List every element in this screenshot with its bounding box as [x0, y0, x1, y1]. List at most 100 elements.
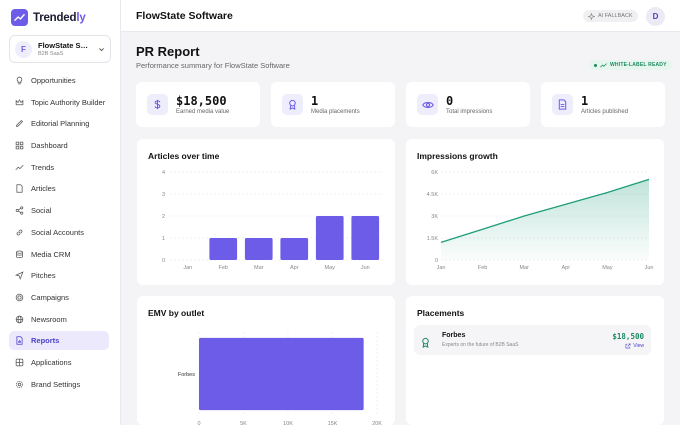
articles-bar-chart: 0 1 2 3 4 Jan Feb Mar Apr May Jun [162, 170, 383, 271]
sidebar-item-articles[interactable]: Articles [9, 179, 109, 198]
sidebar-item-topic-authority-builder[interactable]: Topic Authority Builder [9, 93, 109, 112]
placement-row[interactable]: Forbes Experts on the future of B2B SaaS… [414, 325, 651, 355]
crown-icon [15, 98, 24, 105]
trending-logo-icon [11, 9, 28, 26]
sidebar-nav: Opportunities Topic Authority Builder Edit… [9, 71, 109, 396]
articles-over-time-card: Articles over time 0 1 2 3 4 Jan Feb Mar Apr May J… [137, 139, 395, 285]
trending-icon [15, 164, 24, 170]
placement-outlet: Forbes [442, 332, 466, 339]
page-subtitle: Performance summary for FlowState Softwa… [136, 61, 290, 70]
brand-logo[interactable]: Trendedly [11, 9, 86, 26]
pen-icon [15, 120, 24, 128]
x-tick-label: 15K [328, 421, 338, 425]
sidebar-item-reports[interactable]: Reports [9, 331, 109, 351]
send-icon [15, 271, 24, 281]
sparkle-icon [588, 12, 595, 20]
eye-icon [417, 94, 438, 115]
x-tick-label: May [325, 265, 336, 271]
sidebar-item-social[interactable]: Social [9, 201, 109, 220]
award-icon [420, 335, 431, 353]
stat-value: 0 [446, 94, 454, 108]
org-switcher[interactable]: F FlowState Software B2B SaaS [9, 35, 111, 63]
gear-icon [15, 380, 24, 388]
sidebar-item-dashboard[interactable]: Dashboard [9, 136, 109, 155]
impressions-growth-card: Impressions growth 0 1.5K 3K 4.5K 6K Jan Feb Ma… [406, 139, 664, 285]
external-link-icon [625, 343, 631, 349]
x-tick-label: Jan [183, 265, 192, 271]
placements-title: Placements [417, 308, 465, 318]
globe-icon [15, 315, 24, 323]
placement-value: $18,500 [612, 332, 644, 341]
sidebar-item-campaigns[interactable]: Campaigns [9, 288, 109, 307]
white-label-badge: WHITE-LABEL READY [589, 60, 672, 70]
placements-card: Placements Forbes Experts on the future … [406, 296, 664, 425]
bar [280, 238, 309, 260]
y-tick-label: 0 [435, 258, 438, 264]
bar [244, 238, 273, 260]
sidebar-item-label: Social Accounts [31, 227, 84, 237]
x-tick-label: Feb [219, 265, 228, 271]
sidebar-item-label: Newsroom [31, 314, 67, 324]
target-icon [15, 293, 24, 302]
bar [209, 238, 238, 260]
stat-label: Earned media value [176, 109, 230, 115]
placement-description: Experts on the future of B2B SaaS [442, 342, 519, 348]
y-tick-label: 3K [431, 214, 438, 220]
emv-horizontal-bar-chart: 0 5K 10K 15K 20K Forbes [178, 332, 382, 425]
x-tick-label: Jun [361, 265, 370, 271]
award-icon [282, 94, 303, 115]
x-tick-label: 10K [283, 421, 293, 425]
bar [199, 337, 364, 411]
x-tick-label: Apr [562, 265, 571, 271]
sidebar-item-applications[interactable]: Applications [9, 353, 109, 372]
sidebar-item-label: Trends [31, 162, 55, 172]
chart-title: EMV by outlet [148, 308, 205, 318]
stat-value: $18,500 [176, 94, 227, 108]
user-avatar[interactable]: D [646, 7, 665, 26]
series-line [440, 178, 650, 244]
y-tick-label: 4 [162, 170, 165, 176]
database-icon [16, 250, 23, 258]
sidebar-item-label: Applications [31, 357, 72, 367]
x-tick-label: 5K [240, 421, 247, 425]
x-tick-label: Jan [437, 265, 446, 271]
x-tick-label: May [602, 265, 613, 271]
sidebar-item-newsroom[interactable]: Newsroom [9, 310, 109, 329]
y-tick-label: Forbes [178, 372, 195, 378]
y-tick-label: 1.5K [427, 236, 439, 242]
sidebar-item-label: Editorial Planning [31, 119, 90, 129]
area-fill [441, 179, 649, 260]
sidebar: Trendedly F FlowState Software B2B SaaS … [0, 0, 121, 425]
sidebar-item-opportunities[interactable]: Opportunities [9, 71, 109, 90]
y-tick-label: 6K [431, 170, 438, 176]
sidebar-item-brand-settings[interactable]: Brand Settings [9, 375, 109, 394]
x-tick-label: Apr [290, 265, 299, 271]
x-tick-label: 20K [372, 421, 382, 425]
sidebar-item-label: Dashboard [31, 141, 68, 151]
chart-title: Articles over time [148, 151, 220, 161]
stat-label: Total impressions [446, 109, 493, 115]
sidebar-item-media-crm[interactable]: Media CRM [9, 245, 109, 264]
sidebar-item-editorial-planning[interactable]: Editorial Planning [9, 114, 109, 133]
stat-value: 1 [581, 94, 589, 108]
stat-value: 1 [311, 94, 319, 108]
org-subtitle: B2B SaaS [38, 51, 64, 57]
sidebar-item-label: Campaigns [31, 292, 69, 302]
sidebar-item-trends[interactable]: Trends [9, 158, 109, 177]
share-icon [15, 206, 24, 215]
stat-card-media-placements: 1 Media placements [271, 82, 395, 127]
stat-card-earned-media-value: $18,500 Earned media value [136, 82, 260, 127]
topbar: FlowState Software AI FALLBACK D [121, 0, 680, 32]
y-tick-label: 3 [162, 192, 165, 198]
sidebar-item-label: Pitches [31, 271, 56, 281]
topbar-title: FlowState Software [136, 10, 233, 22]
page-title: PR Report [136, 44, 200, 59]
x-tick-label: Mar [519, 265, 529, 271]
sidebar-item-pitches[interactable]: Pitches [9, 266, 109, 285]
sidebar-item-social-accounts[interactable]: Social Accounts [9, 223, 109, 242]
sidebar-item-label: Brand Settings [31, 379, 81, 389]
stat-label: Media placements [311, 109, 360, 115]
grid-icon [15, 141, 24, 150]
view-link[interactable]: View [625, 343, 644, 349]
sidebar-item-label: Social [31, 206, 52, 216]
